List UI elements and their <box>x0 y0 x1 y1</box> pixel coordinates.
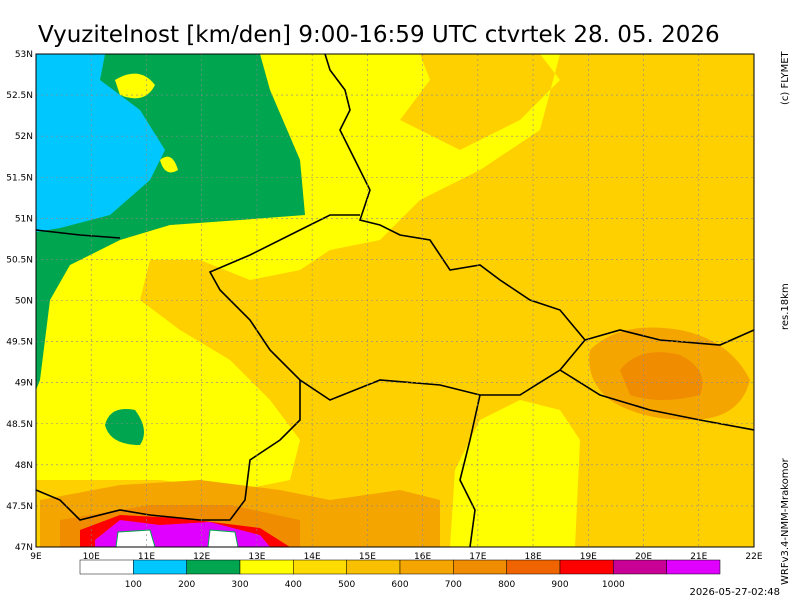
longitude-label: 9E <box>30 552 42 562</box>
latitude-label: 52.5N <box>6 91 33 101</box>
timestamp: 2026-05-27-02:48 <box>689 587 780 598</box>
latitude-label: 49N <box>15 379 33 389</box>
legend-swatch <box>186 559 241 575</box>
legend-label: 1000 <box>602 580 625 590</box>
map-frame <box>35 53 755 548</box>
longitude-label: 11E <box>138 552 155 562</box>
legend-label: 200 <box>178 580 195 590</box>
map-field <box>36 54 754 547</box>
credit: (c) FLYMET <box>780 50 791 105</box>
longitude-label: 20E <box>635 552 652 562</box>
longitude-label: 15E <box>359 552 376 562</box>
legend-swatch <box>293 559 347 575</box>
longitude-label: 22E <box>745 552 762 562</box>
legend-swatch <box>399 559 454 575</box>
latitude-label: 49.5N <box>6 338 33 348</box>
legend-swatch <box>506 559 561 575</box>
legend-label: 100 <box>125 580 142 590</box>
longitude-label: 16E <box>414 552 431 562</box>
legend-swatch <box>666 559 721 575</box>
legend-label: 700 <box>445 580 462 590</box>
legend-label: 300 <box>231 580 248 590</box>
legend-swatch <box>559 559 614 575</box>
longitude-label: 18E <box>525 552 542 562</box>
resolution: res.18km <box>780 283 791 330</box>
longitude-label: 19E <box>580 552 597 562</box>
latitude-label: 53N <box>15 50 33 60</box>
legend-label: 500 <box>338 580 355 590</box>
legend-label: 600 <box>391 580 408 590</box>
latitude-label: 52N <box>15 132 33 142</box>
longitude-label: 10E <box>83 552 100 562</box>
latitude-label: 51.5N <box>6 173 33 183</box>
legend-swatch <box>613 559 667 575</box>
map-title: Vyuzitelnost [km/den] 9:00-16:59 UTC ctv… <box>38 22 720 48</box>
legend-label: 900 <box>551 580 568 590</box>
latitude-label: 48N <box>15 461 33 471</box>
legend-label: 800 <box>498 580 515 590</box>
legend-swatch <box>133 559 187 575</box>
latitude-label: 50N <box>15 297 33 307</box>
latitude-label: 50.5N <box>6 255 33 265</box>
longitude-label: 17E <box>469 552 486 562</box>
latitude-label: 48.5N <box>6 420 33 430</box>
latitude-label: 51N <box>15 214 33 224</box>
latitude-label: 47.5N <box>6 502 33 512</box>
legend-swatch <box>239 559 294 575</box>
legend-swatch <box>453 559 507 575</box>
longitude-label: 21E <box>690 552 707 562</box>
longitude-label: 13E <box>248 552 265 562</box>
legend-label: 400 <box>285 580 302 590</box>
legend-swatch <box>79 559 134 575</box>
longitude-label: 14E <box>304 552 321 562</box>
model-label: WRFv3.4-NMM-Mrakomor <box>780 457 791 585</box>
legend-swatch <box>346 559 401 575</box>
grid <box>36 54 754 547</box>
latitude-label: 47N <box>15 543 33 553</box>
longitude-label: 12E <box>193 552 210 562</box>
